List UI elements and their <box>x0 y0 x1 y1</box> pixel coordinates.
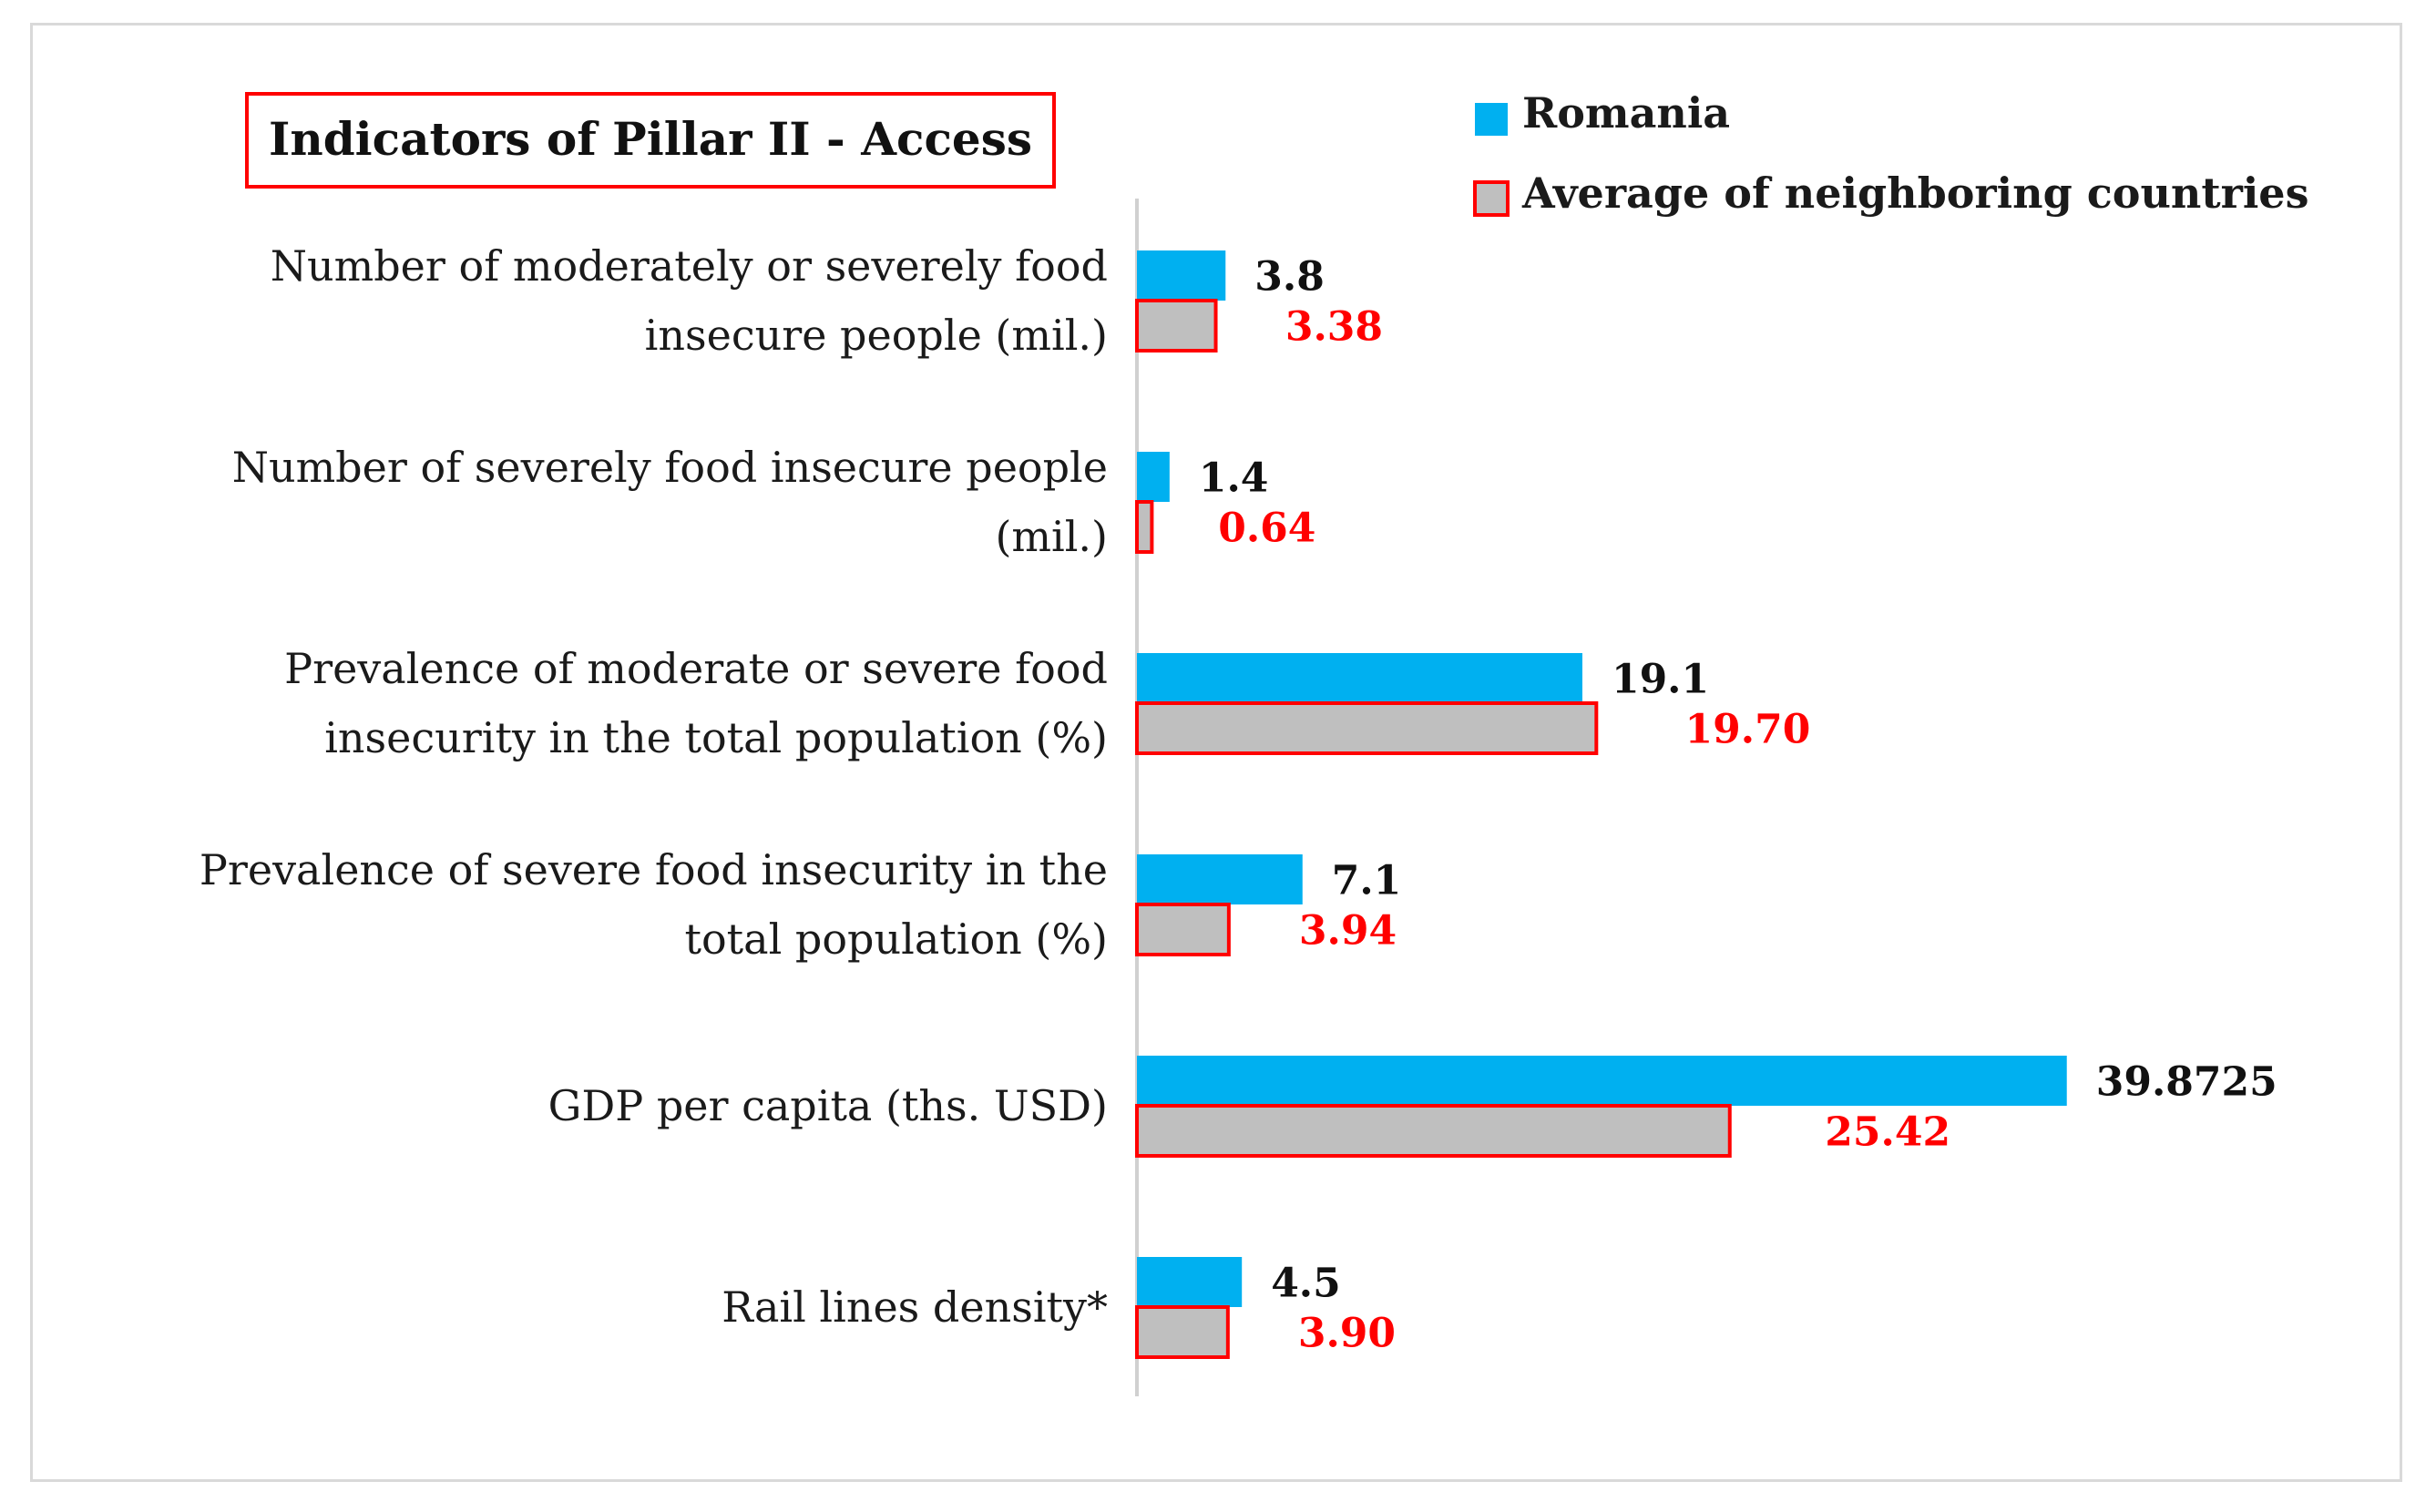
category-label-4: GDP per capita (ths. USD) <box>548 1081 1108 1130</box>
legend-label-neighbors: Average of neighboring countries <box>1521 169 2308 218</box>
bar-romania-0 <box>1137 250 1226 301</box>
bar-neighbors-2 <box>1135 701 1599 755</box>
legend-label-romania: Romania <box>1522 88 1730 138</box>
bar-romania-2 <box>1137 653 1582 703</box>
chart-title-border <box>245 92 1056 189</box>
value-label-romania-3: 7.1 <box>1332 858 1402 904</box>
legend-swatch-neighbors <box>1473 180 1510 217</box>
category-label-0: Number of moderately or severely food ins… <box>271 241 1108 360</box>
bar-romania-5 <box>1137 1257 1243 1307</box>
category-label-3: Prevalence of severe food insecurity in … <box>200 845 1108 964</box>
category-label-1: Number of severely food insecure people(… <box>232 443 1108 561</box>
category-labels: Number of moderately or severely food ins… <box>200 241 1108 1332</box>
value-label-romania-4: 39.8725 <box>2096 1059 2277 1106</box>
bar-neighbors-0 <box>1135 299 1218 352</box>
bar-romania-3 <box>1137 854 1303 904</box>
bar-neighbors-1 <box>1135 500 1154 554</box>
value-label-neighbors-0: 3.38 <box>1285 304 1383 351</box>
value-label-romania-5: 4.5 <box>1271 1261 1341 1307</box>
legend: Romania Average of neighboring countries <box>1473 88 2308 218</box>
bar-neighbors-4 <box>1135 1104 1732 1158</box>
bar-romania-1 <box>1137 452 1170 502</box>
value-labels: 3.83.38 1.40.64 19.119.70 7.13.94 39.8725 25.… <box>1199 254 2277 1357</box>
chart-title-box: Indicators of Pillar II - Access <box>245 92 1056 189</box>
category-label-2: Prevalence of moderate or severe food ins… <box>284 644 1108 762</box>
value-label-neighbors-4: 25.42 <box>1825 1109 1950 1156</box>
value-label-romania-1: 1.4 <box>1199 455 1269 502</box>
bar-romania-4 <box>1137 1056 2067 1106</box>
value-label-neighbors-5: 3.90 <box>1298 1311 1396 1357</box>
bar-neighbors-3 <box>1135 903 1231 956</box>
bars <box>1135 250 2067 1359</box>
value-label-neighbors-1: 0.64 <box>1218 506 1315 552</box>
bar-chart: Indicators of Pillar II - Access Romania… <box>200 88 2308 1396</box>
value-label-neighbors-3: 3.94 <box>1299 908 1397 955</box>
chart-title: Indicators of Pillar II - Access <box>269 112 1032 166</box>
bar-neighbors-5 <box>1135 1305 1230 1359</box>
category-label-5: Rail lines density* <box>722 1282 1108 1332</box>
value-label-neighbors-2: 19.70 <box>1685 707 1811 753</box>
value-label-romania-0: 3.8 <box>1254 254 1325 301</box>
value-label-romania-2: 19.1 <box>1612 657 1709 703</box>
chart-frame: Indicators of Pillar II - Access Romania… <box>30 23 2402 1482</box>
legend-swatch-romania <box>1475 103 1508 136</box>
